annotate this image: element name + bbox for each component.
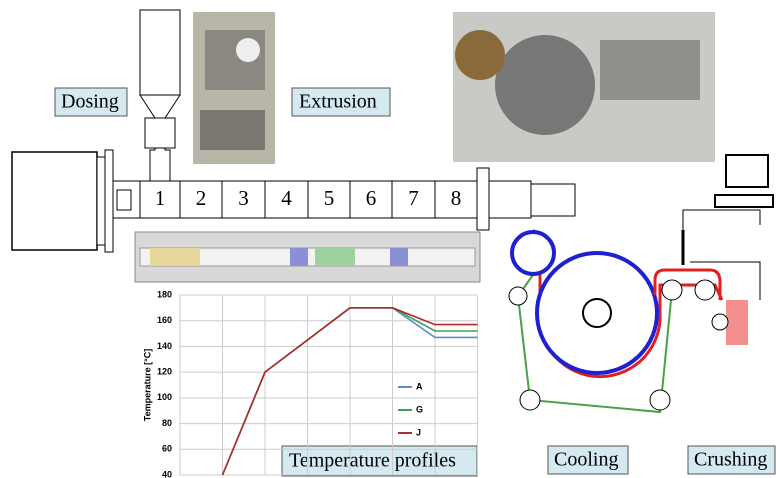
zone-number: 3 (238, 186, 249, 210)
photo-detail (495, 35, 595, 135)
screw-section (150, 248, 200, 266)
dosing-label: Dosing (61, 91, 119, 113)
roller (520, 390, 540, 410)
legend-label: J (416, 427, 421, 437)
cooling-roll (537, 253, 657, 373)
y-tick-label: 120 (157, 367, 172, 377)
legend-label: G (416, 404, 423, 414)
photo-detail (205, 30, 265, 90)
roller (662, 280, 682, 300)
roller (650, 390, 670, 410)
y-tick-label: 80 (162, 418, 172, 428)
screw-section (315, 248, 355, 266)
zone-number: 7 (408, 186, 419, 210)
pressure-roll (512, 232, 554, 274)
diagram: 1 2 3 4 5 6 7 8 Dosing Extrusion Temperature pr… (0, 0, 776, 478)
die (489, 181, 531, 218)
zone-number: 5 (324, 186, 335, 210)
temperature-label: Temperature profiles (289, 450, 456, 472)
y-tick-label: 160 (157, 315, 172, 325)
y-tick-label: 60 (162, 444, 172, 454)
screw-section (390, 248, 408, 266)
roller (509, 287, 527, 305)
zone-number: 1 (155, 186, 166, 210)
zone-number: 8 (451, 186, 462, 210)
y-tick-label: 140 (157, 341, 172, 351)
computer (726, 155, 768, 187)
photo-detail (600, 40, 700, 100)
keyboard (715, 195, 773, 207)
crushing-label: Crushing (694, 449, 767, 471)
motor (12, 152, 97, 250)
screw-section (290, 248, 308, 266)
y-tick-label: 40 (162, 469, 172, 478)
die-flange (477, 168, 489, 230)
zone-number: 6 (366, 186, 377, 210)
crushed-particles (726, 300, 748, 345)
legend-label: A (416, 381, 423, 391)
feeder (145, 118, 175, 148)
roller (695, 280, 715, 300)
hopper (140, 10, 180, 95)
photo-detail (455, 30, 505, 80)
y-axis-title: Temperature [°C] (142, 349, 152, 421)
coupling (105, 150, 113, 252)
y-tick-label: 180 (157, 289, 172, 299)
y-tick-label: 100 (157, 392, 172, 402)
die-motor (531, 184, 575, 216)
crusher (712, 314, 728, 330)
coupling (97, 157, 105, 245)
cooling-label: Cooling (554, 449, 618, 471)
photo-detail (236, 38, 260, 62)
zone-number: 2 (196, 186, 207, 210)
barrel-end (117, 190, 131, 210)
extrusion-label: Extrusion (299, 91, 377, 113)
zone-number: 4 (281, 186, 292, 210)
photo-detail (200, 110, 265, 150)
